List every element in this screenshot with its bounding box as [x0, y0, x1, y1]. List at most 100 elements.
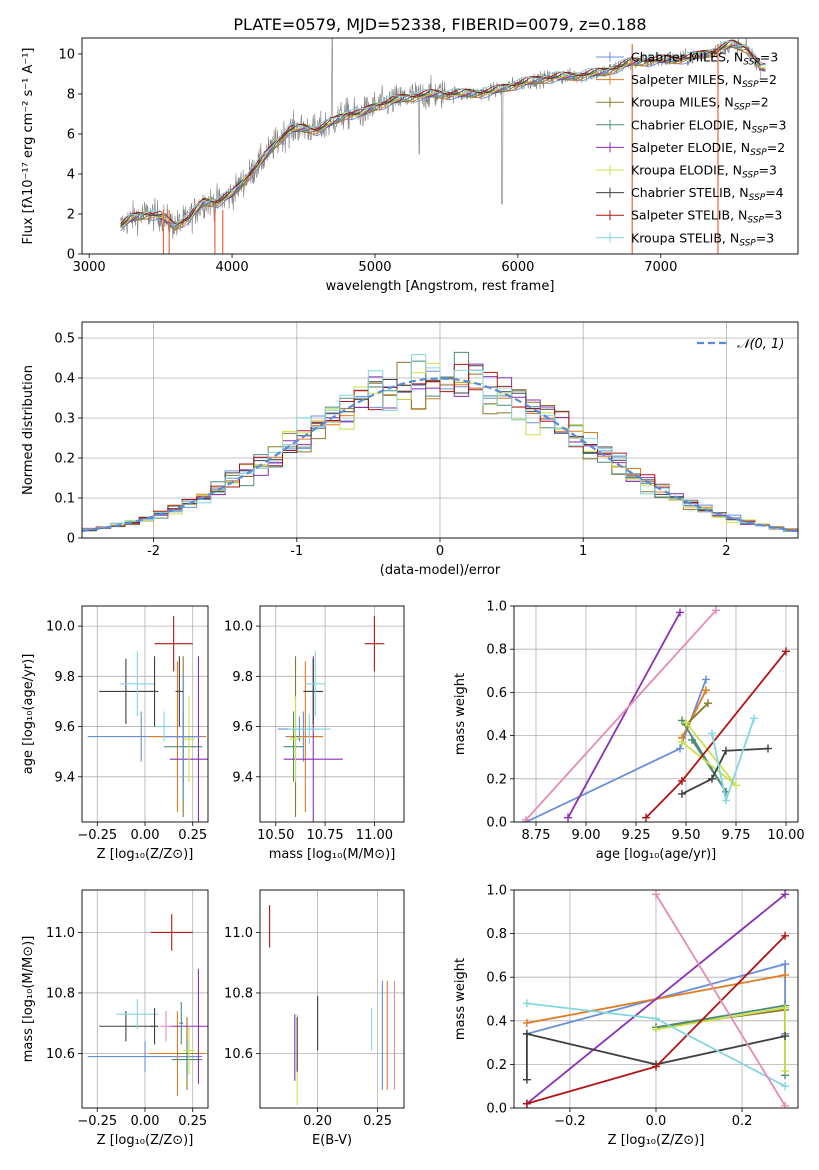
weight-series-10 [525, 609, 717, 821]
weight-series-4 [681, 720, 727, 793]
y-tick-label: 9.4 [54, 770, 75, 785]
age-vs-mass-plot-area [277, 616, 385, 822]
weight-point [522, 1075, 531, 1084]
x-tick-label: 9.00 [572, 828, 601, 843]
x-tick-label: 6000 [501, 260, 534, 275]
weight-point [712, 606, 720, 615]
x-axis-label: Z [log₁₀(Z/Z⊙)] [608, 1133, 705, 1148]
legend-label: Kroupa STELIB, NSSP=3 [631, 230, 774, 248]
weight-vs-Z-plot-area [522, 890, 790, 1108]
weight-series-9 [711, 718, 755, 804]
weight-point [782, 647, 790, 656]
y-tick-label: 0.8 [486, 927, 507, 942]
weight-point [781, 890, 790, 899]
weight-series-10 [655, 893, 786, 1107]
weight-vs-age-panel: 8.75 9.00 9.25 9.50 9.75 10.00 0.0 0.2 0.4 0.6 0.8… [453, 600, 805, 863]
y-tick-label: 1.0 [486, 600, 507, 615]
y-tick-label: 9.6 [232, 720, 253, 735]
y-tick-label: 1.0 [486, 884, 507, 899]
y-tick-label: 4 [67, 168, 75, 183]
weight-series-3 [685, 702, 709, 726]
weight-point [708, 729, 716, 738]
spectrum-legend: Chabrier MILES, NSSP=3 Salpeter MILES, NS… [596, 50, 786, 248]
weight-point [781, 1082, 790, 1091]
weight-point [678, 738, 686, 747]
x-tick-label: -1 [290, 544, 303, 559]
weight-point [522, 1029, 531, 1038]
x-tick-label: 0.0 [646, 1114, 667, 1129]
y-tick-label: 6 [67, 128, 75, 143]
weight-point [781, 1032, 790, 1041]
x-tick-label: 7000 [644, 260, 677, 275]
y-tick-label: 9.6 [54, 720, 75, 735]
histogram-panel: -2 -1 0 1 2 0 0.1 0.2 0.3 0.4 0.5 (data-model)/erro… [21, 321, 799, 578]
y-axis-label: Flux [fλ10⁻¹⁷ erg cm⁻² s⁻¹ A⁻¹] [21, 48, 36, 245]
x-tick-label: 0.25 [363, 1114, 392, 1129]
weight-point [676, 744, 684, 753]
y-tick-label: 0.4 [486, 1014, 507, 1029]
axes-frame [513, 605, 799, 823]
x-tick-label: -2 [147, 544, 160, 559]
histogram-plot-area [82, 351, 798, 534]
x-tick-label: 9.75 [722, 828, 751, 843]
x-tick-label: 4000 [216, 260, 249, 275]
axes-frame [259, 889, 405, 1109]
x-axis-label: mass [log₁₀(M/M⊙)] [269, 847, 396, 862]
x-tick-label: 0.00 [131, 1114, 160, 1129]
weight-series-8 [645, 650, 787, 819]
weight-series-5 [567, 612, 681, 819]
y-tick-label: 11.0 [46, 926, 75, 941]
age-vs-Z-plot-area [87, 616, 208, 822]
weight-point [688, 735, 696, 744]
y-axis-label: age [log₁₀(age/yr)] [21, 654, 36, 775]
x-tick-label: 1 [579, 544, 587, 559]
y-tick-label: 10.6 [224, 1047, 253, 1062]
mass-vs-ebv-panel: 0.20 0.25 10.6 10.8 11.0 E(B-V) [224, 889, 405, 1148]
y-axis-label: Normed distribution [21, 365, 36, 495]
y-tick-label: 0.4 [54, 372, 75, 387]
y-axis-label: mass weight [453, 958, 468, 1040]
spectrum-plot-area [120, 38, 766, 254]
y-axis-label: mass [log₁₀(M/M⊙)] [21, 936, 36, 1063]
weight-series-2 [681, 689, 707, 739]
weight-point [678, 776, 686, 785]
weight-point [781, 1066, 790, 1075]
x-axis-label: age [log₁₀(age/yr)] [596, 847, 717, 862]
x-tick-label: −0.2 [554, 1114, 586, 1129]
y-tick-label: 2 [67, 208, 75, 223]
legend-label: Salpeter ELODIE, NSSP=2 [631, 140, 785, 158]
age-vs-Z-panel: −0.25 0.00 0.25 9.4 9.6 9.8 10.0 Z [log₁₀(Z/Z⊙)… [21, 605, 209, 862]
spectrum-panel: 3000 4000 5000 6000 7000 0 2 4 6 8 10 wavelength [A… [21, 37, 799, 294]
age-vs-mass-panel: 10.50 10.75 11.00 9.4 9.6 9.8 10.0 mass [log₁₀(… [224, 605, 405, 862]
weight-point [781, 931, 790, 940]
weight-point [652, 1062, 660, 1071]
y-tick-label: 8 [67, 88, 75, 103]
x-axis-label: E(B-V) [312, 1133, 352, 1148]
x-tick-label: 9.50 [672, 828, 701, 843]
axes-frame [81, 37, 799, 255]
x-tick-label: 10.00 [767, 828, 804, 843]
y-tick-label: 0 [67, 248, 75, 263]
weight-point [750, 714, 758, 723]
x-tick-label: −0.25 [77, 828, 117, 843]
x-tick-label: 2 [722, 544, 730, 559]
x-tick-label: 0 [436, 544, 444, 559]
x-tick-label: 9.25 [622, 828, 651, 843]
weight-point [704, 699, 712, 708]
histogram-step-9 [82, 354, 798, 534]
y-tick-label: 0.8 [486, 643, 507, 658]
x-tick-label: 0.00 [131, 828, 160, 843]
weight-point [722, 796, 730, 805]
model-spectrum-5 [120, 43, 766, 227]
x-tick-label: 10.75 [306, 828, 343, 843]
weight-point [722, 746, 730, 755]
axes-frame [259, 605, 405, 823]
legend-label: Chabrier ELODIE, NSSP=3 [631, 117, 786, 135]
weight-point [642, 813, 650, 822]
weight-series-5 [526, 893, 786, 1105]
mass-vs-Z-plot-area [87, 914, 208, 1096]
weight-vs-age-plot-area [522, 606, 790, 822]
weight-point [781, 971, 790, 980]
x-tick-label: 10.50 [257, 828, 294, 843]
